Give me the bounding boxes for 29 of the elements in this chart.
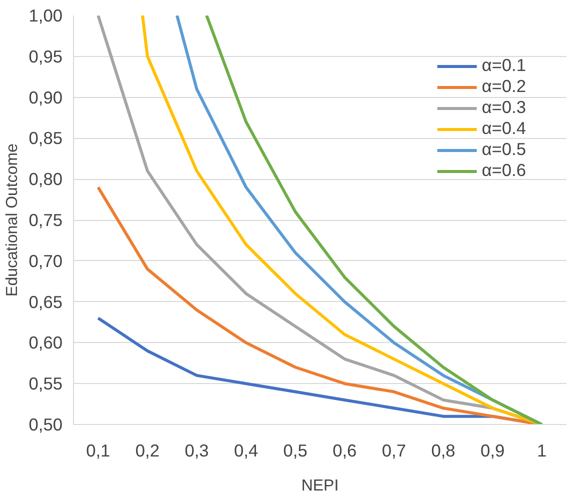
y-tick-label: 0,55: [28, 374, 63, 394]
legend-label: α=0.2: [482, 76, 526, 97]
legend-label: α=0.6: [482, 160, 526, 181]
y-tick-label: 1,00: [28, 6, 63, 26]
legend-label: α=0.5: [482, 139, 526, 160]
y-tick-label: 0,90: [28, 87, 63, 108]
y-tick-label: 0,65: [28, 292, 63, 312]
x-tick-label: 0,8: [431, 440, 456, 460]
x-tick-label: 1: [537, 440, 547, 460]
legend-label: α=0.4: [482, 118, 526, 139]
y-tick-label: 0,75: [28, 210, 63, 230]
y-tick-label: 0,85: [28, 128, 63, 148]
y-tick-label: 0,95: [28, 46, 63, 66]
y-tick-label: 0,60: [28, 332, 63, 353]
y-tick-label: 0,80: [28, 169, 63, 190]
x-tick-label: 0,2: [135, 440, 160, 460]
x-tick-label: 0,4: [234, 440, 258, 460]
x-tick-label: 0,9: [480, 440, 505, 460]
legend-label: α=0.1: [482, 55, 526, 76]
x-tick-label: 0,5: [283, 440, 308, 460]
x-tick-label: 0,3: [184, 440, 209, 460]
y-axis-title: Educational Outcome: [4, 143, 21, 296]
legend-label: α=0.3: [482, 97, 526, 118]
x-tick-label: 0,1: [86, 440, 110, 460]
x-axis-title: NEPI: [301, 478, 339, 494]
y-tick-label: 0,70: [28, 250, 63, 271]
x-tick-label: 0,6: [332, 440, 357, 460]
y-tick-label: 0,50: [28, 414, 63, 434]
x-tick-label: 0,7: [382, 440, 406, 460]
